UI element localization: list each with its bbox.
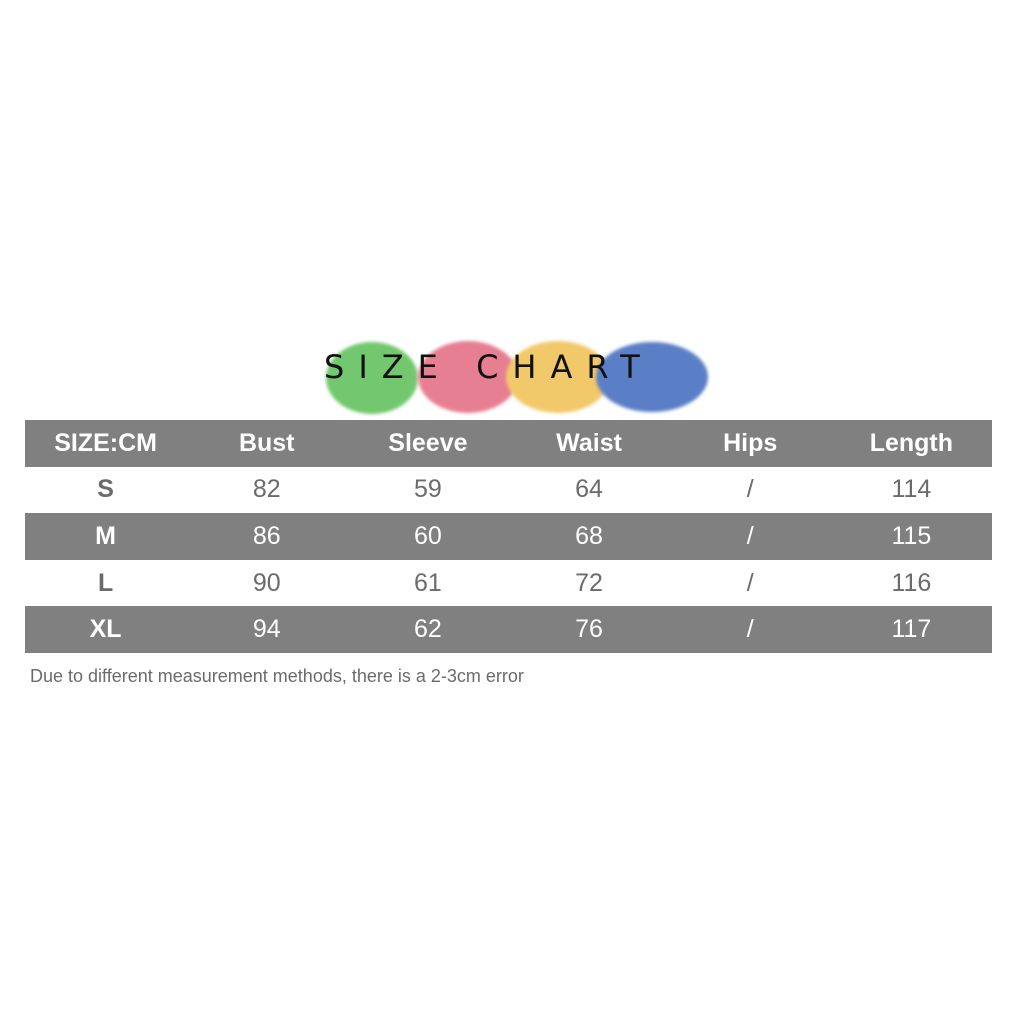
table-row: S 82 59 64 / 114 xyxy=(25,466,992,514)
table-row: M 86 60 68 / 115 xyxy=(25,513,992,560)
header-bust: Bust xyxy=(186,420,348,467)
green-circle xyxy=(326,342,418,414)
size-cell: XL xyxy=(25,606,187,653)
length-cell: 115 xyxy=(830,513,992,560)
logo-text: SIZE CHART xyxy=(324,348,654,386)
sleeve-cell: 60 xyxy=(347,513,509,560)
measurement-note: Due to different measurement methods, th… xyxy=(30,666,524,686)
waist-cell: 68 xyxy=(508,513,670,560)
blue-circle xyxy=(596,342,708,412)
size-cell: L xyxy=(25,559,187,607)
sleeve-cell: 62 xyxy=(347,606,509,653)
size-cell: S xyxy=(25,466,187,514)
bust-cell: 86 xyxy=(186,513,348,560)
bust-cell: 94 xyxy=(186,606,348,653)
sleeve-cell: 59 xyxy=(347,466,509,514)
waist-cell: 72 xyxy=(508,559,670,607)
waist-cell: 76 xyxy=(508,606,670,653)
length-cell: 117 xyxy=(830,606,992,653)
length-cell: 116 xyxy=(830,559,992,607)
hips-cell: / xyxy=(669,606,831,653)
size-cell: M xyxy=(25,513,187,560)
header-sleeve: Sleeve xyxy=(347,420,509,467)
header-waist: Waist xyxy=(508,420,670,467)
hips-cell: / xyxy=(669,466,831,514)
size-table: SIZE:CM Bust Sleeve Waist Hips Length S … xyxy=(25,420,992,653)
hips-cell: / xyxy=(669,513,831,560)
table-row: XL 94 62 76 / 117 xyxy=(25,606,992,653)
yellow-circle xyxy=(506,341,610,413)
waist-cell: 64 xyxy=(508,466,670,514)
bust-cell: 82 xyxy=(186,466,348,514)
bust-cell: 90 xyxy=(186,559,348,607)
header-size: SIZE:CM xyxy=(25,420,187,467)
size-chart-logo: SIZE CHART xyxy=(310,335,730,420)
sleeve-cell: 61 xyxy=(347,559,509,607)
hips-cell: / xyxy=(669,559,831,607)
header-row: SIZE:CM Bust Sleeve Waist Hips Length xyxy=(25,420,992,467)
header-length: Length xyxy=(830,420,992,467)
header-hips: Hips xyxy=(669,420,831,467)
pink-circle xyxy=(418,341,518,413)
table-row: L 90 61 72 / 116 xyxy=(25,559,992,607)
length-cell: 114 xyxy=(830,466,992,514)
